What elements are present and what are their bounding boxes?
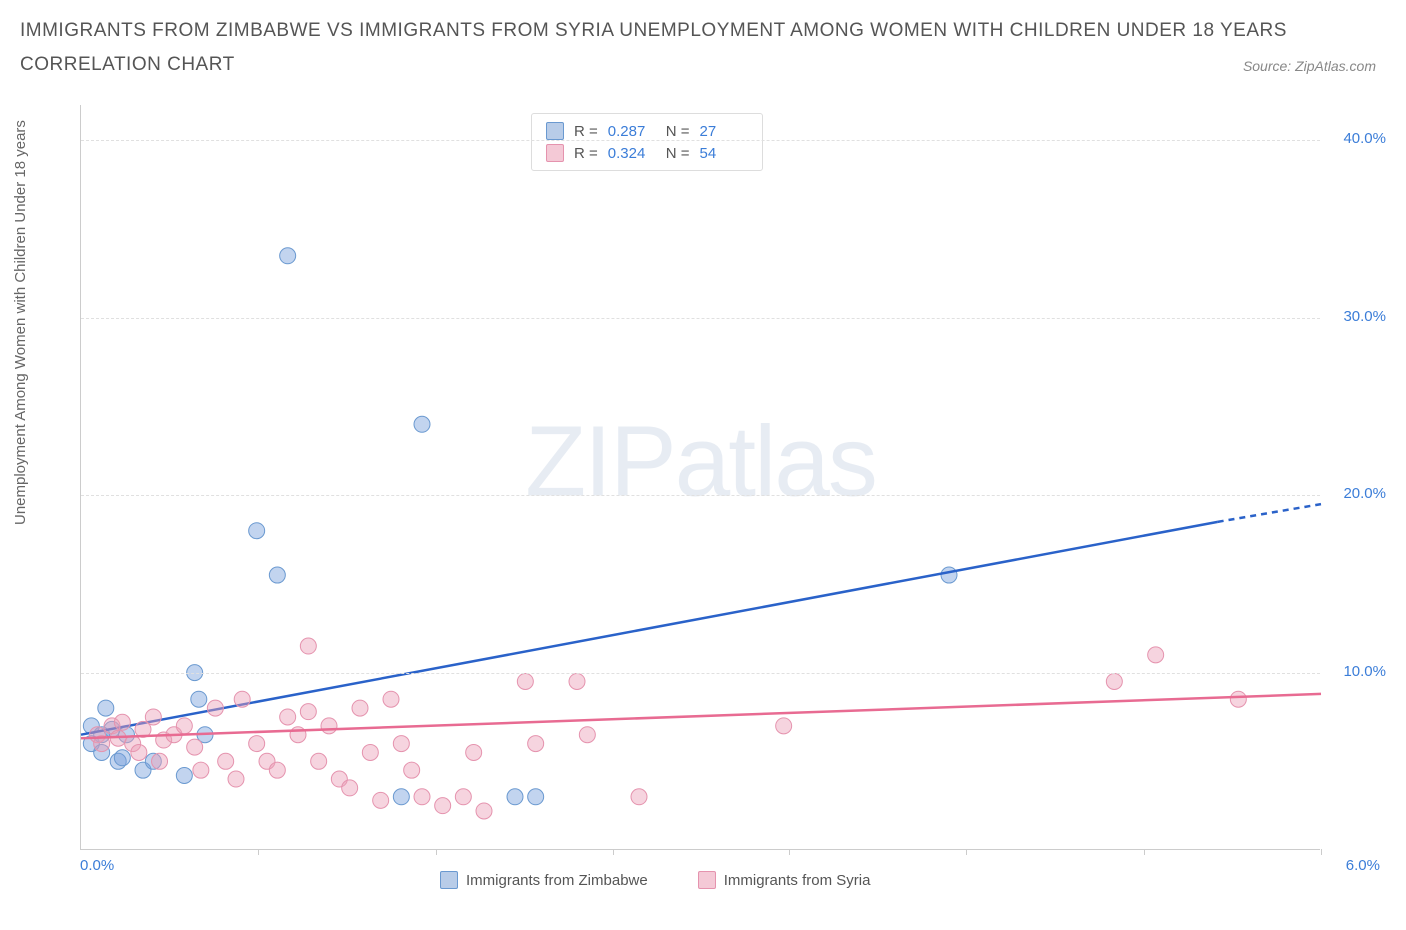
- y-tick-label: 40.0%: [1326, 130, 1386, 147]
- data-point: [466, 744, 482, 760]
- data-point: [145, 709, 161, 725]
- x-axis-min-label: 0.0%: [80, 857, 114, 874]
- x-tick: [1321, 849, 1322, 855]
- data-point: [280, 709, 296, 725]
- data-point: [476, 803, 492, 819]
- data-point: [280, 248, 296, 264]
- data-point: [414, 789, 430, 805]
- data-point: [631, 789, 647, 805]
- data-point: [269, 762, 285, 778]
- x-tick: [258, 849, 259, 855]
- data-point: [311, 753, 327, 769]
- data-point: [187, 739, 203, 755]
- data-point: [352, 700, 368, 716]
- y-axis-label: Unemployment Among Women with Children U…: [12, 120, 29, 525]
- data-point: [234, 691, 250, 707]
- x-tick: [966, 849, 967, 855]
- data-point: [131, 744, 147, 760]
- data-point: [191, 691, 207, 707]
- data-point: [414, 416, 430, 432]
- data-point: [941, 567, 957, 583]
- x-tick: [1144, 849, 1145, 855]
- x-tick: [613, 849, 614, 855]
- x-tick: [436, 849, 437, 855]
- data-point: [176, 768, 192, 784]
- y-tick-label: 30.0%: [1326, 308, 1386, 325]
- data-point: [569, 673, 585, 689]
- data-point: [393, 736, 409, 752]
- data-point: [517, 673, 533, 689]
- data-point: [342, 780, 358, 796]
- x-tick: [789, 849, 790, 855]
- data-point: [455, 789, 471, 805]
- y-tick-label: 10.0%: [1326, 663, 1386, 680]
- data-point: [207, 700, 223, 716]
- data-point: [114, 750, 130, 766]
- legend-label: Immigrants from Syria: [724, 872, 871, 889]
- data-point: [1148, 647, 1164, 663]
- data-point: [528, 789, 544, 805]
- data-point: [249, 523, 265, 539]
- data-point: [404, 762, 420, 778]
- data-point: [98, 700, 114, 716]
- regression-line-dash: [1218, 504, 1321, 522]
- grid-line: [81, 673, 1320, 674]
- legend-item: Immigrants from Syria: [698, 871, 871, 889]
- scatter-plot-svg: [81, 105, 1320, 849]
- y-tick-label: 20.0%: [1326, 485, 1386, 502]
- chart-header: IMMIGRANTS FROM ZIMBABWE VS IMMIGRANTS F…: [0, 0, 1406, 86]
- data-point: [321, 718, 337, 734]
- data-point: [776, 718, 792, 734]
- data-point: [152, 753, 168, 769]
- data-point: [435, 798, 451, 814]
- data-point: [528, 736, 544, 752]
- grid-line: [81, 318, 1320, 319]
- chart-title-line1: IMMIGRANTS FROM ZIMBABWE VS IMMIGRANTS F…: [20, 20, 1376, 42]
- source-prefix: Source:: [1243, 58, 1295, 74]
- source-name: ZipAtlas.com: [1295, 58, 1376, 74]
- data-point: [393, 789, 409, 805]
- data-point: [362, 744, 378, 760]
- legend-label: Immigrants from Zimbabwe: [466, 872, 648, 889]
- data-point: [218, 753, 234, 769]
- data-point: [383, 691, 399, 707]
- data-point: [507, 789, 523, 805]
- data-point: [300, 638, 316, 654]
- data-point: [579, 727, 595, 743]
- legend-swatch: [440, 871, 458, 889]
- data-point: [300, 704, 316, 720]
- data-point: [249, 736, 265, 752]
- series-legend: Immigrants from Zimbabwe Immigrants from …: [440, 871, 870, 889]
- chart-title-line2: CORRELATION CHART: [20, 54, 1376, 76]
- data-point: [114, 714, 130, 730]
- data-point: [193, 762, 209, 778]
- x-axis-max-label: 6.0%: [1346, 857, 1380, 874]
- plot-area: ZIPatlas R =0.287N =27R =0.324N =54 10.0…: [80, 105, 1320, 850]
- source-attribution: Source: ZipAtlas.com: [1243, 58, 1376, 74]
- legend-item: Immigrants from Zimbabwe: [440, 871, 648, 889]
- data-point: [176, 718, 192, 734]
- data-point: [228, 771, 244, 787]
- data-point: [373, 792, 389, 808]
- data-point: [1106, 673, 1122, 689]
- grid-line: [81, 495, 1320, 496]
- legend-swatch: [698, 871, 716, 889]
- grid-line: [81, 140, 1320, 141]
- chart-container: Unemployment Among Women with Children U…: [20, 105, 1386, 895]
- data-point: [269, 567, 285, 583]
- data-point: [1230, 691, 1246, 707]
